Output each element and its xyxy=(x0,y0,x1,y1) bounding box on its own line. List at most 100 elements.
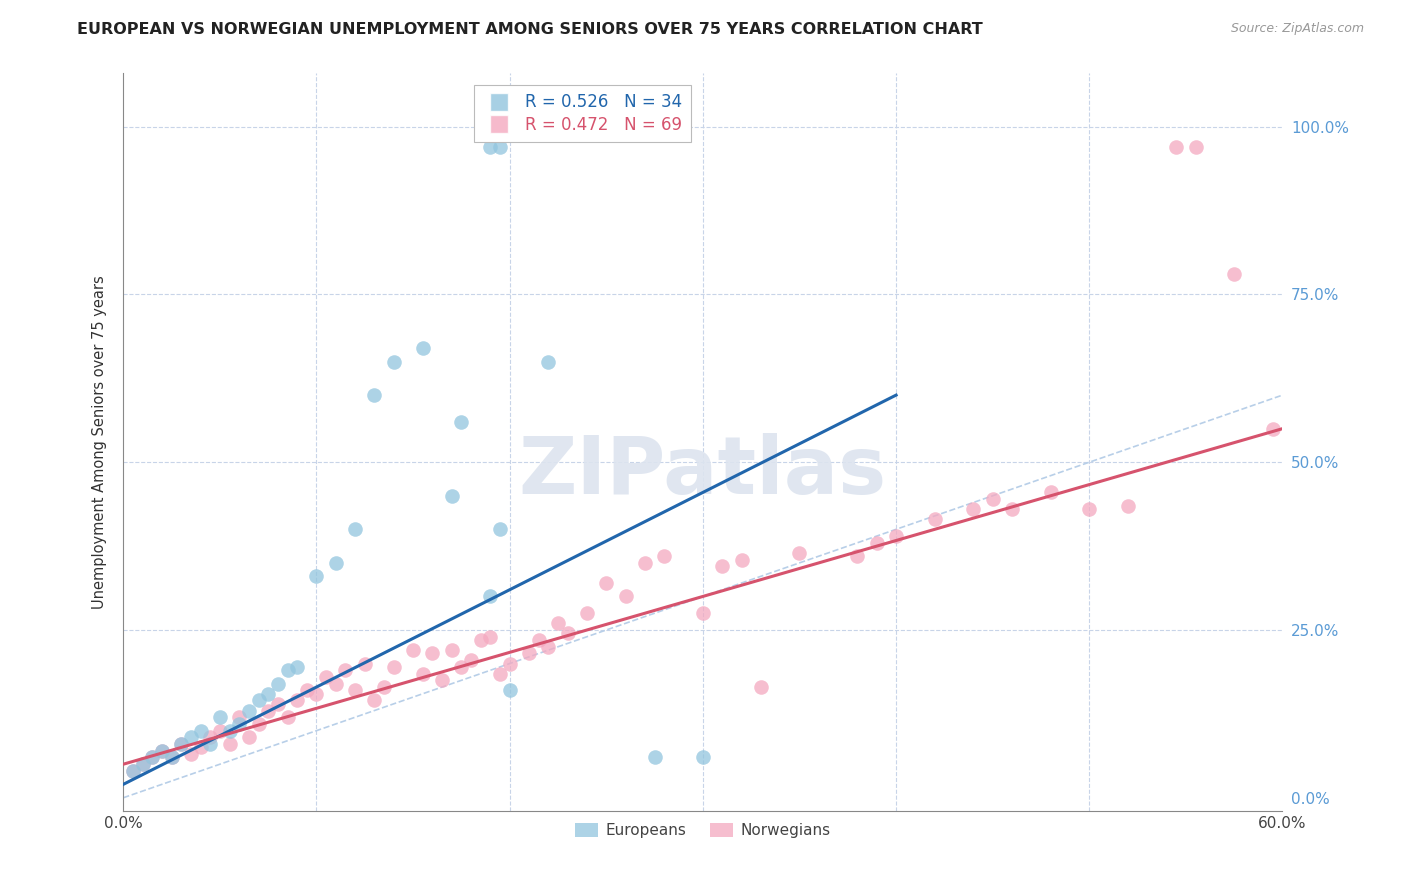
Point xyxy=(499,683,522,698)
Point xyxy=(846,549,869,564)
Point xyxy=(285,660,308,674)
Point xyxy=(450,415,472,429)
Point xyxy=(200,737,222,751)
Point xyxy=(479,630,502,644)
Point xyxy=(575,606,598,620)
Point xyxy=(373,680,395,694)
Point xyxy=(170,737,193,751)
Point xyxy=(141,750,163,764)
Point xyxy=(344,683,367,698)
Text: EUROPEAN VS NORWEGIAN UNEMPLOYMENT AMONG SENIORS OVER 75 YEARS CORRELATION CHART: EUROPEAN VS NORWEGIAN UNEMPLOYMENT AMONG… xyxy=(77,22,983,37)
Point xyxy=(470,633,492,648)
Point xyxy=(595,576,617,591)
Point xyxy=(190,723,212,738)
Point xyxy=(1184,140,1206,154)
Point xyxy=(335,663,357,677)
Point xyxy=(644,750,666,764)
Point xyxy=(276,710,298,724)
Point xyxy=(1261,422,1284,436)
Point xyxy=(131,757,153,772)
Point xyxy=(1116,499,1139,513)
Point xyxy=(634,556,657,570)
Point xyxy=(257,687,280,701)
Point xyxy=(692,750,714,764)
Y-axis label: Unemployment Among Seniors over 75 years: Unemployment Among Seniors over 75 years xyxy=(93,276,107,609)
Point xyxy=(122,764,145,778)
Point xyxy=(247,717,270,731)
Point xyxy=(789,546,811,560)
Point xyxy=(305,687,328,701)
Point xyxy=(537,640,560,654)
Point xyxy=(208,723,231,738)
Point xyxy=(325,676,347,690)
Point xyxy=(489,140,512,154)
Point xyxy=(238,731,260,745)
Point xyxy=(430,673,453,688)
Point xyxy=(382,660,405,674)
Point xyxy=(412,666,434,681)
Point xyxy=(749,680,772,694)
Point xyxy=(141,750,163,764)
Point xyxy=(150,744,173,758)
Point xyxy=(537,354,560,368)
Point xyxy=(422,647,444,661)
Point xyxy=(489,666,512,681)
Point xyxy=(1166,140,1188,154)
Point xyxy=(981,492,1004,507)
Point xyxy=(363,693,385,707)
Point xyxy=(1001,502,1024,516)
Point xyxy=(170,737,193,751)
Point xyxy=(267,676,290,690)
Legend: Europeans, Norwegians: Europeans, Norwegians xyxy=(569,817,837,844)
Point xyxy=(547,616,569,631)
Point xyxy=(730,552,752,566)
Point xyxy=(257,704,280,718)
Point xyxy=(305,569,328,583)
Point xyxy=(218,723,240,738)
Point xyxy=(1223,268,1246,282)
Point xyxy=(499,657,522,671)
Point xyxy=(460,653,482,667)
Point xyxy=(489,522,512,536)
Point xyxy=(517,647,540,661)
Point xyxy=(228,717,250,731)
Point xyxy=(614,590,637,604)
Point xyxy=(962,502,984,516)
Point xyxy=(479,590,502,604)
Point xyxy=(344,522,367,536)
Point xyxy=(285,693,308,707)
Point xyxy=(1078,502,1101,516)
Point xyxy=(150,744,173,758)
Text: ZIPatlas: ZIPatlas xyxy=(519,433,887,510)
Point xyxy=(267,697,290,711)
Point xyxy=(325,556,347,570)
Point xyxy=(402,643,425,657)
Point xyxy=(218,737,240,751)
Point xyxy=(238,704,260,718)
Point xyxy=(382,354,405,368)
Point xyxy=(180,731,202,745)
Point xyxy=(450,660,472,674)
Point xyxy=(692,606,714,620)
Point xyxy=(440,643,463,657)
Point xyxy=(131,757,153,772)
Point xyxy=(180,747,202,761)
Point xyxy=(122,764,145,778)
Text: Source: ZipAtlas.com: Source: ZipAtlas.com xyxy=(1230,22,1364,36)
Point xyxy=(924,512,946,526)
Point xyxy=(363,388,385,402)
Point xyxy=(884,529,907,543)
Point xyxy=(1039,485,1062,500)
Point xyxy=(315,670,337,684)
Point xyxy=(866,535,889,549)
Point xyxy=(527,633,550,648)
Point xyxy=(160,750,183,764)
Point xyxy=(479,140,502,154)
Point xyxy=(228,710,250,724)
Point xyxy=(353,657,375,671)
Point xyxy=(711,559,734,574)
Point xyxy=(295,683,318,698)
Point xyxy=(200,731,222,745)
Point xyxy=(440,489,463,503)
Point xyxy=(190,740,212,755)
